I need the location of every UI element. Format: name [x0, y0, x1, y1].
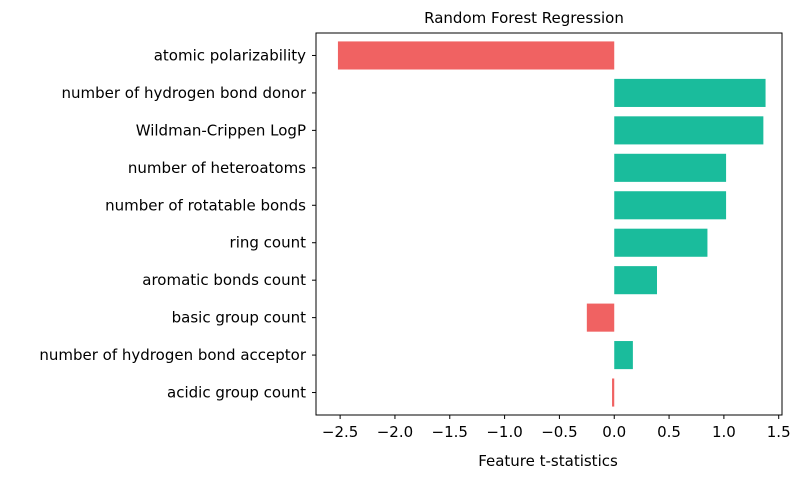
y-tick-label: ring count: [230, 234, 307, 252]
x-tick-label: 1.5: [767, 423, 791, 441]
bar-7: [586, 303, 615, 332]
chart-title: Random Forest Regression: [424, 9, 624, 27]
x-tick-label: −1.0: [486, 423, 522, 441]
y-tick-label: Wildman-Crippen LogP: [136, 121, 306, 139]
y-tick-label: number of heteroatoms: [128, 159, 306, 177]
x-axis-label: Feature t-statistics: [478, 452, 618, 470]
y-tick-label: number of hydrogen bond acceptor: [39, 346, 306, 364]
x-tick-label: −2.0: [377, 423, 413, 441]
bar-2: [614, 116, 764, 145]
bar-4: [614, 191, 727, 220]
bar-8: [614, 341, 633, 370]
x-tick-label: −1.5: [432, 423, 468, 441]
y-tick-label: acidic group count: [167, 384, 306, 402]
bar-0: [337, 41, 615, 70]
bars-group: [337, 41, 766, 407]
x-tick-label: −0.5: [541, 423, 577, 441]
x-tick-label: −2.5: [322, 423, 358, 441]
x-tick-label: 0.5: [657, 423, 681, 441]
bar-1: [614, 78, 766, 107]
bar-9: [612, 378, 615, 407]
bar-6: [614, 266, 658, 295]
y-tick-labels: atomic polarizability number of hydrogen …: [39, 46, 316, 402]
plot-frame: [315, 32, 783, 416]
y-tick-label: aromatic bonds count: [142, 271, 306, 289]
y-tick-label: atomic polarizability: [154, 46, 306, 64]
y-tick-label: number of rotatable bonds: [105, 196, 306, 214]
x-tick-label: 1.0: [712, 423, 736, 441]
bar-3: [614, 153, 727, 182]
y-tick-label: basic group count: [172, 309, 306, 327]
bar-5: [614, 228, 708, 257]
x-tick-label: 0.0: [602, 423, 626, 441]
y-tick-label: number of hydrogen bond donor: [61, 84, 306, 102]
x-ticks: −2.5 −2.0 −1.5 −1.0 −0.5 0.0 0.5 1.0 1.5: [322, 415, 791, 441]
